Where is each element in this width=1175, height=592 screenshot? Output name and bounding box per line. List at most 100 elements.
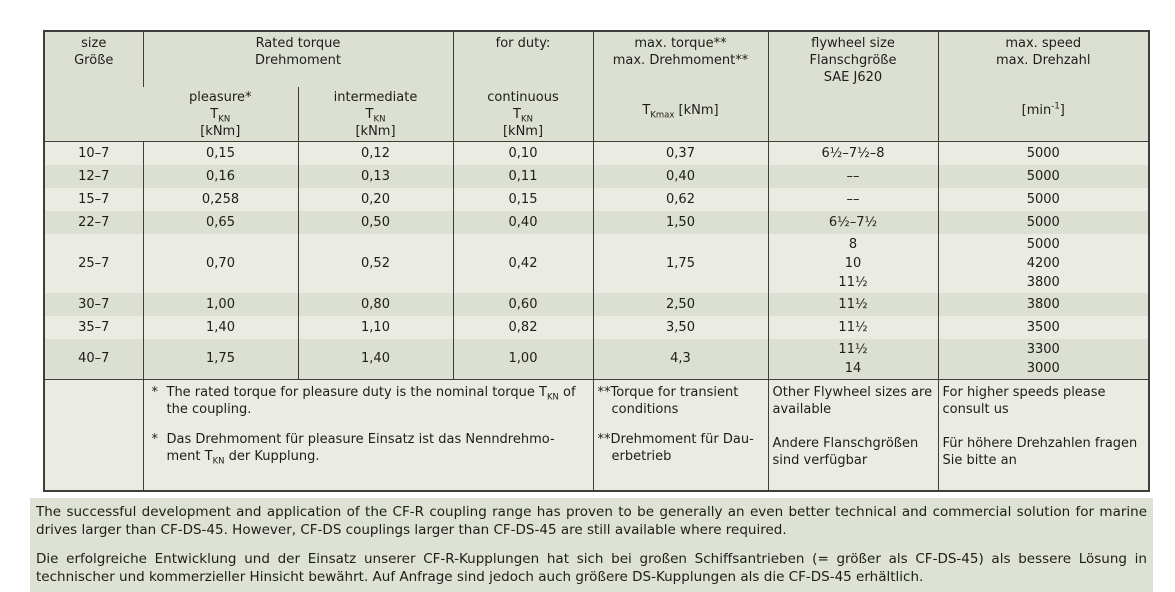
cell-intermediate: 0,13 — [297, 164, 453, 188]
footnote-flywheel: Other Flywheel sizes are available Ander… — [767, 378, 938, 491]
cell-size: 10–7 — [78, 145, 110, 161]
cell-max-torque: 4,3 — [592, 338, 768, 379]
cell-flywheel: 11½ — [767, 292, 938, 316]
header-speed-unit: [min-1] — [937, 87, 1149, 142]
cell-pleasure: 0,65 — [142, 210, 298, 234]
cell-speed: 5000 — [937, 141, 1149, 165]
footnote-size-empty — [44, 378, 143, 491]
table-row: 40–7 1,75 1,40 1,00 4,3 11½ 14 3300 3000 — [44, 338, 1149, 379]
cell-max-torque: 2,50 — [592, 292, 768, 316]
header-continuous: continuous TKN [kNm] — [452, 87, 593, 142]
cell-continuous: 0,42 — [452, 233, 593, 293]
header-for-duty: for duty: — [452, 31, 593, 87]
cell-pleasure: 0,258 — [142, 187, 298, 211]
cell-continuous: 0,11 — [452, 164, 593, 188]
cell-size: 40–7 — [78, 351, 110, 366]
cell-flywheel: 11½ 14 — [767, 338, 938, 379]
note-paragraph-en: The successful development and applicati… — [36, 503, 1147, 538]
cell-speed: 3300 3000 — [937, 338, 1149, 379]
table-footnote-row: * The rated torque for pleasure duty is t… — [44, 378, 1149, 491]
footnote-flywheel-de: Andere Flanschgrößen sind verfügbar — [772, 435, 919, 468]
cell-intermediate: 0,20 — [297, 187, 453, 211]
cell-speed: 5000 — [937, 187, 1149, 211]
header-max-torque: max. torque** max. Drehmoment** — [592, 31, 768, 87]
symbol-tkn: TKN — [210, 107, 231, 125]
coupling-spec-table: size Größe Rated torque Drehmoment for d… — [43, 30, 1150, 492]
header-flywheel-empty — [767, 87, 938, 142]
cell-max-torque: 3,50 — [592, 315, 768, 339]
header-max-speed: max. speed max. Drehzahl — [937, 31, 1149, 87]
cell-max-torque: 0,62 — [592, 187, 768, 211]
footnote-rated-torque: * The rated torque for pleasure duty is t… — [142, 378, 593, 491]
table-header-row-2: pleasure* TKN [kNm] intermediate TKN [kN… — [44, 87, 1149, 142]
cell-continuous: 0,40 — [452, 210, 593, 234]
footnote-rated-en: * The rated torque for pleasure duty is t… — [151, 384, 576, 417]
table-row: 30–7 1,00 0,80 0,60 2,50 11½ 3800 — [44, 292, 1149, 316]
cell-size: 25–7 — [78, 255, 110, 271]
cell-size: 12–7 — [78, 168, 110, 184]
note-block: The successful development and applicati… — [30, 497, 1153, 592]
symbol-tkmax: TKmax [kNm] — [642, 102, 719, 121]
table-row: 35–7 1,40 1,10 0,82 3,50 11½ 3500 — [44, 315, 1149, 339]
table-row: 22–7 0,65 0,50 0,40 1,50 6½–7½ 5000 — [44, 210, 1149, 234]
header-rated-torque-group: Rated torque Drehmoment — [142, 31, 453, 87]
cell-speed: 5000 4200 3800 — [937, 233, 1149, 293]
unit-min-1: [min-1] — [1021, 101, 1065, 118]
cell-pleasure: 1,75 — [142, 338, 298, 379]
cell-pleasure: 0,70 — [142, 233, 298, 293]
cell-intermediate: 0,80 — [297, 292, 453, 316]
cell-intermediate: 1,40 — [297, 338, 453, 379]
symbol-tkn: TKN — [513, 107, 533, 125]
cell-speed: 3500 — [937, 315, 1149, 339]
footnote-max-torque: **Torque for transient conditions **Dreh… — [592, 378, 768, 491]
symbol-tkn: TKN — [365, 107, 386, 125]
cell-intermediate: 0,50 — [297, 210, 453, 234]
cell-max-torque: 1,50 — [592, 210, 768, 234]
cell-intermediate: 0,52 — [297, 233, 453, 293]
cell-speed: 3800 — [937, 292, 1149, 316]
table-header-row-1: size Größe Rated torque Drehmoment for d… — [44, 31, 1149, 142]
table-row: 10–7 0,15 0,12 0,10 0,37 6½–7½–8 5000 — [44, 141, 1149, 165]
cell-flywheel: 11½ — [767, 315, 938, 339]
cell-max-torque: 0,40 — [592, 164, 768, 188]
cell-intermediate: 0,12 — [297, 141, 453, 165]
header-intermediate: intermediate TKN [kNm] — [297, 87, 453, 142]
cell-continuous: 0,60 — [452, 292, 593, 316]
cell-flywheel: 8 10 11½ — [767, 233, 938, 293]
table-row: 12–7 0,16 0,13 0,11 0,40 –– 5000 — [44, 164, 1149, 188]
cell-flywheel: –– — [767, 164, 938, 188]
table-row: 25–7 0,70 0,52 0,42 1,75 8 10 11½ 5000 4… — [44, 233, 1149, 293]
cell-continuous: 0,15 — [452, 187, 593, 211]
cell-size: 15–7 — [78, 191, 110, 207]
datasheet-page: size Größe Rated torque Drehmoment for d… — [0, 30, 1175, 592]
cell-pleasure: 1,40 — [142, 315, 298, 339]
table-row: 15–7 0,258 0,20 0,15 0,62 –– 5000 — [44, 187, 1149, 211]
footnote-torque-de: **Drehmoment für Dau-erbetrieb — [597, 431, 754, 464]
header-pleasure: pleasure* TKN [kNm] — [143, 87, 298, 142]
header-flywheel-size: flywheel size Flanschgröße SAE J620 — [767, 31, 938, 87]
cell-flywheel: –– — [767, 187, 938, 211]
footnote-speed-en: For higher speeds please consult us — [942, 384, 1106, 417]
note-paragraph-de: Die erfolgreiche Entwicklung und der Ein… — [36, 550, 1147, 585]
footnote-speed-de: Für höhere Drehzahlen fragen Sie bitte a… — [942, 435, 1138, 468]
cell-continuous: 0,82 — [452, 315, 593, 339]
cell-size: 35–7 — [78, 319, 110, 335]
header-size: size Größe — [44, 31, 143, 142]
cell-speed: 5000 — [937, 164, 1149, 188]
cell-size: 30–7 — [78, 296, 110, 312]
cell-size: 22–7 — [78, 214, 110, 230]
cell-continuous: 1,00 — [452, 338, 593, 379]
footnote-rated-de: * Das Drehmoment für pleasure Einsatz ist… — [151, 431, 555, 467]
footnote-speed: For higher speeds please consult us Für … — [937, 378, 1149, 491]
cell-speed: 5000 — [937, 210, 1149, 234]
cell-flywheel: 6½–7½–8 — [767, 141, 938, 165]
cell-pleasure: 0,15 — [142, 141, 298, 165]
header-tkmax-unit: TKmax [kNm] — [592, 87, 768, 142]
footnote-torque-en: **Torque for transient conditions — [597, 384, 739, 417]
cell-continuous: 0,10 — [452, 141, 593, 165]
cell-pleasure: 0,16 — [142, 164, 298, 188]
cell-max-torque: 1,75 — [592, 233, 768, 293]
cell-pleasure: 1,00 — [142, 292, 298, 316]
cell-flywheel: 6½–7½ — [767, 210, 938, 234]
cell-intermediate: 1,10 — [297, 315, 453, 339]
